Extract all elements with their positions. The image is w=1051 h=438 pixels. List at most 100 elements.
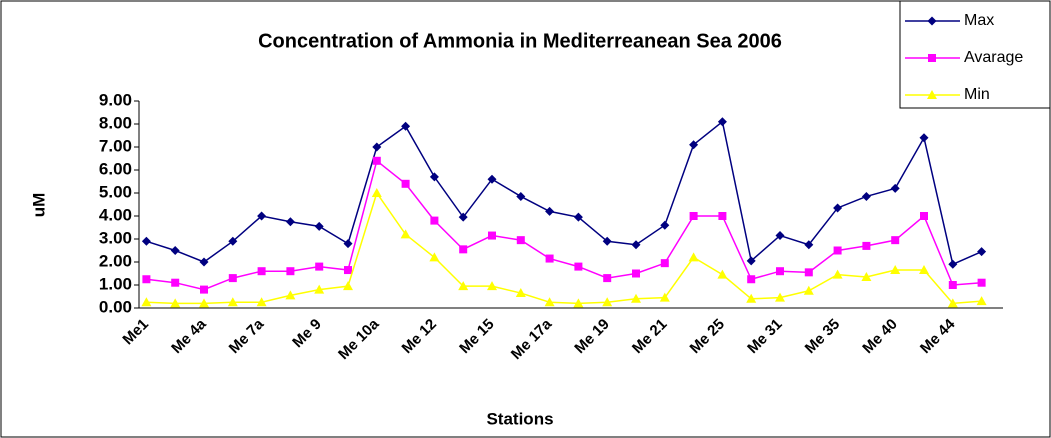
- marker: [487, 174, 497, 184]
- y-tick-label: 6.00: [99, 159, 132, 178]
- y-axis-label: uM: [29, 193, 48, 218]
- marker: [717, 269, 728, 279]
- marker: [516, 191, 526, 201]
- marker: [343, 281, 353, 291]
- marker: [602, 297, 613, 307]
- marker: [977, 247, 987, 257]
- marker: [803, 285, 814, 295]
- y-tick-label: 7.00: [99, 136, 132, 155]
- marker: [401, 179, 410, 188]
- marker: [545, 206, 555, 216]
- marker: [891, 236, 900, 245]
- y-tick-label: 0.00: [99, 297, 132, 316]
- marker: [315, 262, 324, 271]
- marker: [920, 212, 928, 220]
- marker: [689, 212, 698, 220]
- marker: [458, 281, 469, 291]
- marker: [459, 245, 468, 254]
- marker: [660, 220, 670, 230]
- marker: [400, 229, 411, 239]
- marker: [458, 212, 468, 222]
- marker: [429, 252, 440, 262]
- marker: [927, 16, 937, 26]
- marker: [776, 267, 784, 276]
- marker: [545, 254, 554, 263]
- marker: [430, 216, 439, 225]
- marker: [775, 231, 785, 241]
- marker: [717, 117, 727, 127]
- marker: [947, 298, 958, 308]
- marker: [861, 191, 871, 201]
- marker: [688, 252, 699, 262]
- marker: [228, 274, 237, 283]
- series-line: [146, 120, 982, 266]
- marker: [285, 217, 295, 227]
- marker: [256, 297, 267, 307]
- y-tick-label: 3.00: [99, 228, 132, 247]
- chart-title: Concentration of Ammonia in Mediterreane…: [258, 30, 782, 52]
- marker: [919, 265, 929, 275]
- marker: [928, 54, 936, 62]
- marker: [862, 241, 871, 250]
- marker: [833, 203, 843, 213]
- marker: [746, 256, 756, 266]
- legend-box: [899, 0, 1051, 109]
- series-line: [146, 191, 982, 305]
- marker: [544, 297, 555, 307]
- marker: [429, 172, 439, 182]
- marker: [631, 240, 641, 250]
- marker: [516, 236, 525, 245]
- x-axis-label: Stations: [486, 409, 553, 428]
- marker: [257, 267, 266, 276]
- marker: [573, 212, 583, 222]
- marker: [487, 281, 497, 291]
- marker: [372, 156, 381, 165]
- marker: [976, 296, 987, 306]
- marker: [285, 290, 296, 300]
- marker: [602, 236, 612, 246]
- series-line: [146, 159, 982, 291]
- marker: [689, 140, 699, 150]
- marker: [314, 284, 325, 294]
- marker: [515, 288, 526, 298]
- marker: [631, 293, 641, 303]
- marker: [344, 266, 352, 275]
- marker: [861, 271, 872, 281]
- marker: [573, 298, 584, 308]
- marker: [257, 211, 267, 221]
- legend-label: Max: [964, 12, 994, 29]
- marker: [141, 297, 152, 307]
- marker: [488, 231, 496, 240]
- y-tick-label: 1.00: [99, 274, 132, 293]
- marker: [948, 281, 957, 289]
- marker: [171, 278, 180, 287]
- marker: [919, 133, 929, 143]
- marker: [199, 298, 209, 308]
- marker: [927, 90, 937, 99]
- marker: [574, 262, 583, 271]
- marker: [170, 246, 180, 255]
- marker: [977, 278, 986, 287]
- marker: [314, 221, 324, 231]
- marker: [200, 285, 208, 294]
- marker: [199, 257, 209, 267]
- y-tick-label: 9.00: [99, 90, 132, 109]
- marker: [804, 240, 814, 250]
- marker: [890, 183, 900, 193]
- marker: [343, 239, 353, 249]
- marker: [833, 246, 842, 255]
- marker: [804, 268, 813, 277]
- marker: [142, 275, 151, 284]
- marker: [890, 265, 901, 275]
- marker: [170, 298, 181, 308]
- marker: [227, 297, 238, 307]
- marker: [401, 121, 411, 131]
- y-tick-label: 8.00: [99, 113, 132, 132]
- marker: [747, 275, 756, 284]
- marker: [948, 259, 958, 269]
- marker: [286, 267, 295, 276]
- legend-label: Avarage: [964, 49, 1023, 66]
- marker: [746, 293, 757, 303]
